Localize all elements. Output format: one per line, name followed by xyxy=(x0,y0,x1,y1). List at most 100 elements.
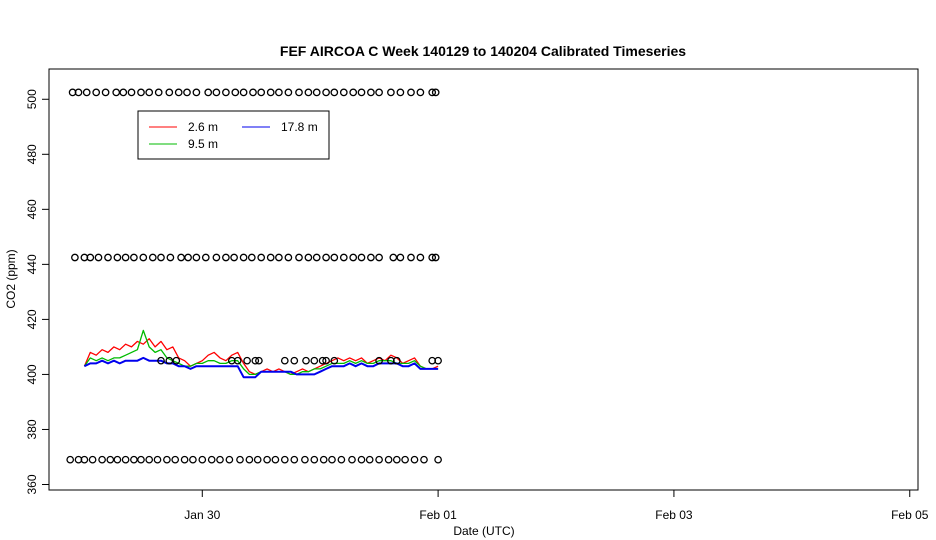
reference-point xyxy=(428,88,437,97)
y-axis: 360 380 400 420 440 460 480 500 xyxy=(25,89,50,495)
reference-point xyxy=(166,253,175,262)
reference-point xyxy=(396,253,405,262)
reference-point xyxy=(192,253,201,262)
reference-point xyxy=(280,356,289,365)
reference-point xyxy=(312,88,321,97)
reference-point xyxy=(171,455,180,464)
series-layer xyxy=(83,329,439,379)
reference-point xyxy=(174,88,183,97)
x-axis: Jan 30 Feb 01 Feb 03 Feb 05 xyxy=(184,489,929,522)
series-line-9-5-m xyxy=(83,329,439,376)
reference-point xyxy=(384,455,393,464)
reference-point xyxy=(392,356,401,365)
reference-point xyxy=(275,88,283,97)
y-tick-label: 440 xyxy=(25,254,39,274)
reference-point xyxy=(401,455,409,464)
reference-point xyxy=(263,455,271,464)
reference-point xyxy=(290,356,299,365)
reference-points-layer xyxy=(66,88,442,464)
reference-point xyxy=(330,88,339,97)
reference-point xyxy=(222,253,230,262)
reference-point xyxy=(113,253,122,262)
x-tick-label: Jan 30 xyxy=(184,508,220,522)
reference-point xyxy=(92,88,101,97)
reference-point xyxy=(375,455,383,464)
reference-point xyxy=(266,88,275,97)
reference-point xyxy=(192,88,201,97)
reference-point xyxy=(153,455,162,464)
reference-point xyxy=(319,455,328,464)
reference-point xyxy=(434,455,442,464)
reference-point xyxy=(198,455,207,464)
reference-point xyxy=(434,356,442,365)
legend-box xyxy=(137,110,330,160)
y-tick-label: 420 xyxy=(25,309,39,329)
reference-point xyxy=(145,455,154,464)
reference-point xyxy=(82,88,91,97)
reference-point xyxy=(284,88,293,97)
reference-point xyxy=(312,253,321,262)
reference-point xyxy=(348,455,356,464)
y-tick-label: 360 xyxy=(25,474,39,494)
reference-point xyxy=(275,253,283,262)
reference-point xyxy=(157,253,165,262)
reference-point xyxy=(112,88,121,97)
reference-point xyxy=(243,356,251,365)
reference-point xyxy=(222,88,230,97)
reference-point xyxy=(416,88,425,97)
reference-point xyxy=(139,253,148,262)
reference-point xyxy=(266,253,275,262)
reference-point xyxy=(230,253,238,262)
reference-point xyxy=(339,88,348,97)
reference-point xyxy=(165,88,174,97)
reference-point xyxy=(387,88,395,97)
reference-point xyxy=(94,253,103,262)
reference-point xyxy=(239,253,248,262)
reference-point xyxy=(416,253,425,262)
reference-point xyxy=(180,455,189,464)
x-tick-label: Feb 01 xyxy=(419,508,457,522)
reference-point xyxy=(410,455,419,464)
reference-point xyxy=(304,253,313,262)
reference-point xyxy=(172,356,181,365)
reference-point xyxy=(428,253,437,262)
reference-point xyxy=(177,253,185,262)
reference-point xyxy=(137,88,145,97)
reference-point xyxy=(183,88,191,97)
x-axis-label: Date (UTC) xyxy=(453,524,514,538)
reference-point xyxy=(154,88,163,97)
reference-point xyxy=(357,88,366,97)
reference-point xyxy=(207,455,216,464)
reference-point xyxy=(310,455,319,464)
reference-point xyxy=(145,88,154,97)
reference-point xyxy=(367,253,375,262)
reference-point xyxy=(233,356,242,365)
reference-point xyxy=(337,455,346,464)
y-tick-label: 460 xyxy=(25,199,39,219)
reference-point xyxy=(71,253,79,262)
reference-point xyxy=(86,253,95,262)
reference-point xyxy=(389,253,398,262)
reference-point xyxy=(255,356,263,365)
reference-point xyxy=(367,88,375,97)
reference-point xyxy=(318,356,327,365)
reference-point xyxy=(231,88,240,97)
reference-point xyxy=(257,88,266,97)
reference-point xyxy=(295,88,303,97)
reference-point xyxy=(204,88,213,97)
reference-point xyxy=(239,88,248,97)
reference-point xyxy=(184,253,192,262)
reference-point xyxy=(375,253,383,262)
reference-point xyxy=(106,455,115,464)
reference-point xyxy=(216,455,224,464)
reference-point xyxy=(407,253,415,262)
reference-point xyxy=(88,455,97,464)
reference-point xyxy=(148,253,157,262)
reference-point xyxy=(251,356,260,365)
reference-point xyxy=(271,455,280,464)
reference-point xyxy=(137,455,145,464)
reference-point xyxy=(322,88,330,97)
reference-point xyxy=(201,253,210,262)
x-tick-label: Feb 05 xyxy=(891,508,929,522)
reference-point xyxy=(357,253,366,262)
